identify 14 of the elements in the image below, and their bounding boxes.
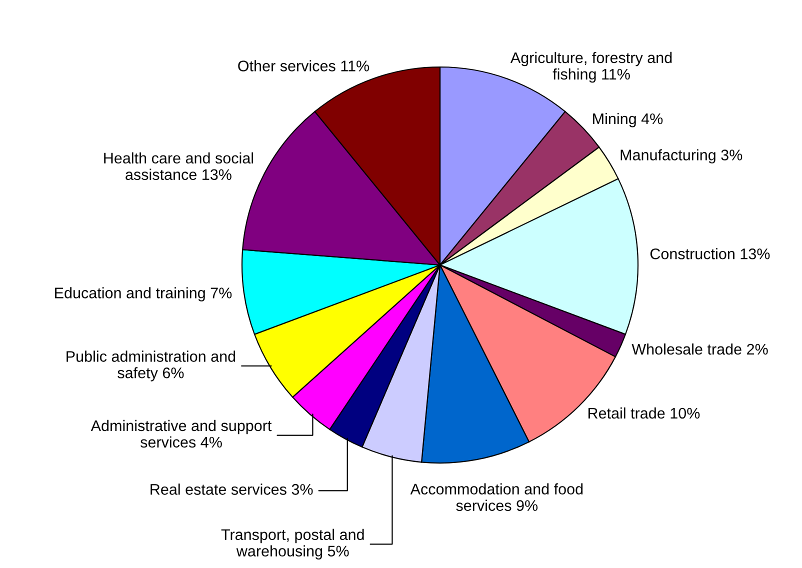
slice-label: Wholesale trade 2%	[632, 343, 768, 355]
slice-label: Real estate services 3%	[150, 484, 313, 495]
slice-label: Public administration and safety 6%	[66, 350, 236, 382]
slice-label: Education and training 7%	[55, 287, 232, 302]
slice-label: Retail trade 10%	[588, 407, 700, 419]
slice-label: Other services 11%	[238, 60, 370, 72]
slice-label: Mining 4%	[593, 112, 663, 128]
slice-label: Transport, postal and warehousing 5%	[221, 528, 364, 560]
slice-label: Health care and social assistance 13%	[104, 152, 254, 180]
slice-label: Agriculture, forestry and fishing 11%	[510, 52, 672, 83]
slice-label: Administrative and support services 4%	[90, 420, 272, 448]
slice-label: Construction 13%	[650, 248, 770, 260]
slice-label: Manufacturing 3%	[620, 149, 742, 164]
slice-label: Accommodation and food services 9%	[410, 483, 583, 511]
